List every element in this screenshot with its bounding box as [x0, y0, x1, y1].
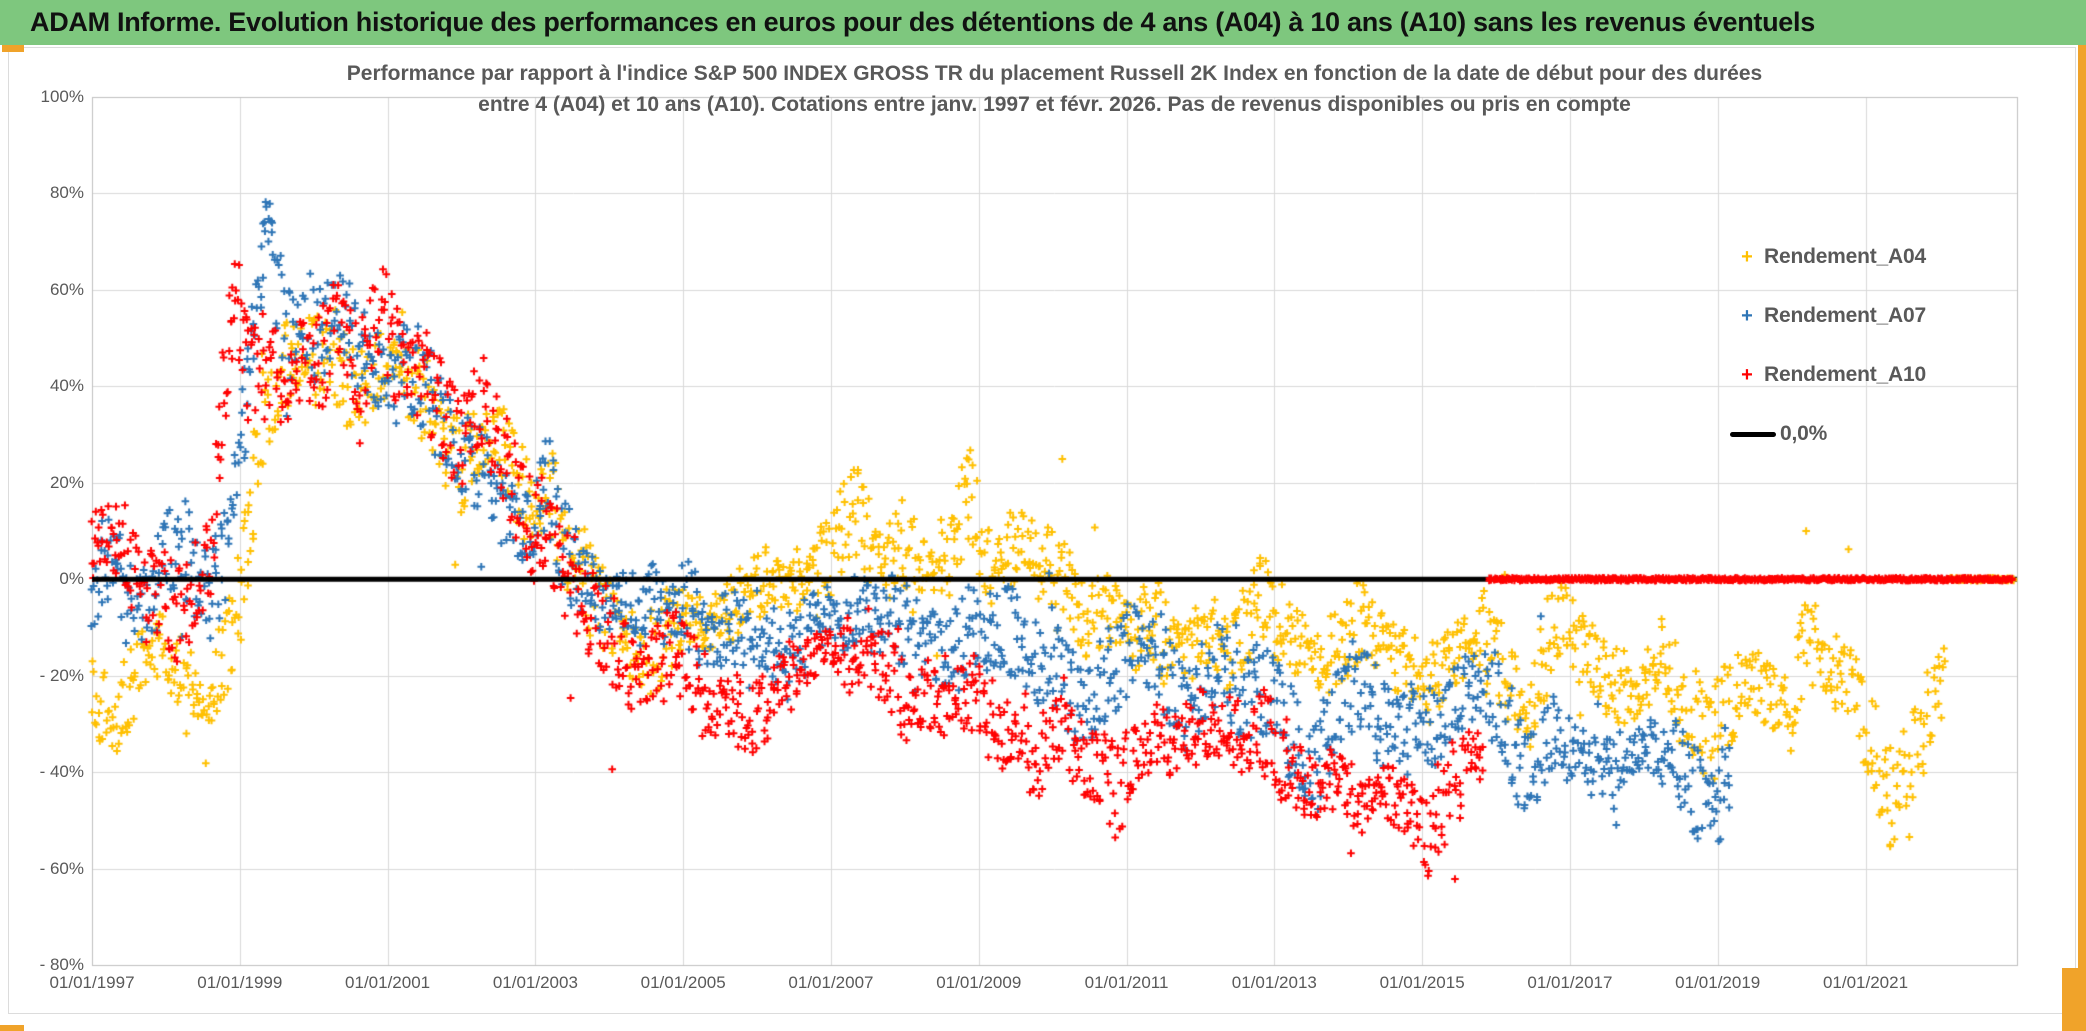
zero-line-swatch-icon — [1730, 431, 1776, 437]
plus-marker-icon: + — [1741, 364, 1753, 386]
y-axis-tick-label: - 80% — [39, 955, 84, 974]
page-title: ADAM Informe. Evolution historique des p… — [30, 7, 1815, 37]
x-axis-tick-label: 01/01/2021 — [1822, 973, 1909, 992]
chart-subtitle: Performance par rapport à l'indice S&P 5… — [92, 58, 2017, 120]
legend-label: Rendement_A04 — [1764, 245, 1926, 268]
legend-item-rendement-a04: + Rendement_A04 — [1730, 242, 1926, 272]
scatter-plot-canvas — [0, 45, 2086, 1031]
x-axis-tick-label: 01/01/2019 — [1675, 973, 1761, 992]
y-axis-tick-label: 0% — [59, 569, 84, 589]
legend-label: 0,0% — [1780, 422, 1828, 445]
y-axis-tick-label: 20% — [49, 472, 84, 492]
y-axis-tick-label: 40% — [49, 376, 84, 396]
plus-marker-icon: + — [1741, 305, 1753, 327]
chart-subtitle-line2: entre 4 (A04) et 10 ans (A10). Cotations… — [478, 93, 1631, 116]
title-bar: ADAM Informe. Evolution historique des p… — [0, 0, 2086, 47]
y-axis-tick-label: - 60% — [39, 858, 84, 878]
x-axis-tick-label: 01/01/2007 — [788, 973, 874, 992]
y-axis-tick-label: - 40% — [39, 762, 84, 782]
x-axis-tick-label: 01/01/2017 — [1527, 973, 1613, 992]
legend-item-0-0-: 0,0% — [1730, 419, 1827, 449]
x-axis-tick-label: 01/01/2003 — [492, 973, 578, 992]
plus-marker-icon: + — [1741, 246, 1753, 268]
x-axis-tick-label: 01/01/2013 — [1231, 973, 1317, 992]
y-axis-tick-label: 80% — [49, 183, 84, 203]
x-axis-tick-label: 01/01/2015 — [1379, 973, 1465, 992]
legend-item-rendement-a10: + Rendement_A10 — [1730, 360, 1926, 390]
x-axis-tick-label: 01/01/2005 — [640, 973, 726, 992]
chart-area: Performance par rapport à l'indice S&P 5… — [0, 45, 2086, 1031]
y-axis-tick-label: 100% — [40, 87, 84, 106]
x-axis-tick-label: 01/01/2001 — [345, 973, 431, 992]
x-axis-tick-label: 01/01/1997 — [49, 973, 135, 992]
legend-label: Rendement_A10 — [1764, 363, 1926, 386]
y-axis-tick-label: - 20% — [39, 665, 84, 685]
x-axis-tick-label: 01/01/2009 — [936, 973, 1022, 992]
x-axis-tick-label: 01/01/2011 — [1084, 973, 1169, 992]
x-axis-tick-label: 01/01/1999 — [197, 973, 283, 992]
y-axis-tick-label: 60% — [49, 279, 84, 299]
legend-item-rendement-a07: + Rendement_A07 — [1730, 301, 1926, 331]
chart-subtitle-line1: Performance par rapport à l'indice S&P 5… — [346, 62, 1763, 85]
legend-label: Rendement_A07 — [1764, 304, 1926, 327]
